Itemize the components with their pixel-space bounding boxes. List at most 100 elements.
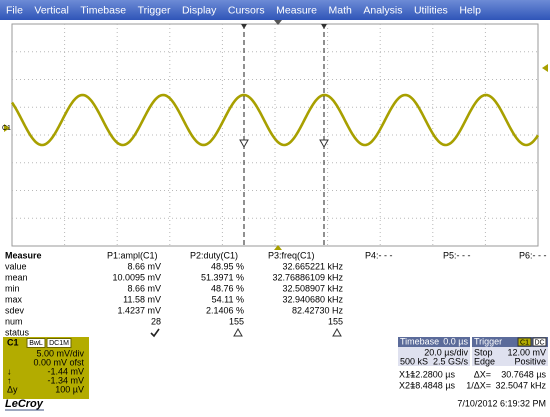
menu-item[interactable]: Utilities (414, 4, 448, 16)
cell: 32.508907 kHz (282, 283, 343, 293)
channel-box[interactable] (3, 337, 89, 399)
channel-tag: DC1M (49, 340, 69, 347)
trigger-label: Edge (474, 356, 495, 366)
cursor-delta-label: ΔX= (474, 369, 491, 379)
trigger-label: Stop (474, 347, 493, 357)
trigger-header (472, 337, 548, 347)
channel-line: 0.00 mV ofst (33, 357, 84, 367)
cell: 11.58 mV (123, 294, 161, 304)
menu-item[interactable]: Vertical (34, 4, 68, 16)
cell: 155 (229, 316, 244, 326)
trigger-value: 12.00 mV (507, 347, 546, 357)
measure-title: Measure (5, 250, 42, 260)
cell: 48.76 % (211, 283, 244, 293)
trigger-info: C1 DC Stop 12.00 mV Edge Positive (474, 337, 547, 366)
cell: 10.0095 mV (112, 272, 161, 282)
cursor-marker (239, 139, 249, 149)
trigger-tag: C1 (520, 339, 529, 346)
status-warn (332, 327, 342, 337)
menu-item[interactable]: Measure (276, 4, 317, 16)
waveform (10, 24, 540, 246)
timebase-samples: 500 kS (400, 356, 428, 366)
status-warn (233, 327, 243, 337)
channel-line-label: ↑ (7, 375, 12, 385)
cursor-label: X1= (399, 369, 415, 379)
column-header: P3:freq(C1) (268, 250, 315, 260)
column-header: P1:ampl(C1) (107, 250, 158, 260)
timebase-title: Timebase (400, 336, 439, 346)
menu-item[interactable]: Display (182, 4, 217, 16)
timebase-per-div: 20.0 µs/div (424, 347, 468, 357)
column-header: P5:- - - (443, 250, 471, 260)
row-label: value (5, 261, 27, 271)
cell: 2.1406 % (206, 305, 244, 315)
channel-line: -1.34 mV (47, 375, 84, 385)
cell: 1.4237 mV (117, 305, 161, 315)
cursor-delta-value: 30.7648 µs (501, 369, 546, 379)
cursor-value: 18.4848 µs (410, 380, 455, 390)
channel-tag-box (26, 338, 46, 348)
channel-line-label: ↓ (7, 366, 12, 376)
trigger-position-marker (274, 245, 282, 250)
cell: 28 (151, 316, 161, 326)
grid (12, 24, 538, 246)
timebase-delay: 0.0 µs (443, 336, 468, 346)
status-ok (150, 328, 160, 338)
trigger-level-marker (542, 64, 548, 72)
menu: File Vertical Timebase Trigger Display Cursor… (6, 4, 481, 16)
cell: 51.3971 % (201, 272, 244, 282)
trigger-value: Positive (514, 356, 546, 366)
menu-item[interactable]: Math (329, 4, 353, 16)
cursor-delta-value: 32.5047 kHz (495, 380, 546, 390)
brand: LeCroy (5, 398, 44, 410)
channel-marker (4, 124, 10, 132)
column-header: P6:- - - (519, 250, 547, 260)
menu-item[interactable]: Analysis (363, 4, 402, 16)
cursor-value: -12.2800 µs (407, 369, 455, 379)
row-label: sdev (5, 305, 25, 315)
timestamp: 7/10/2012 6:19:32 PM (457, 398, 546, 408)
timebase-rate: 2.5 GS/s (433, 356, 469, 366)
menu-item[interactable]: File (6, 4, 23, 16)
channel-line-label: Δy (7, 384, 18, 394)
channel-tag: BwL (29, 340, 43, 347)
menu-item[interactable]: Timebase (80, 4, 126, 16)
column-header: P2:duty(C1) (190, 250, 238, 260)
channel-line: 100 µV (55, 384, 84, 394)
menu-item[interactable]: Cursors (228, 4, 265, 16)
menu-item[interactable]: Help (459, 4, 481, 16)
cell: 82.42730 Hz (292, 305, 344, 315)
cursor-readout: X1=-12.2800 µs ΔX= 30.7648 µs X2=18.4848 µs… (399, 369, 547, 390)
channel-line: -1.44 mV (47, 366, 84, 376)
cell: 32.665221 kHz (282, 261, 343, 271)
trigger-delay-marker (274, 20, 282, 25)
cursor-delta-label: 1/ΔX= (466, 380, 491, 390)
channel-line: 5.00 mV/div (36, 348, 84, 358)
cell: 155 (328, 316, 343, 326)
trigger-tag-box (517, 337, 532, 347)
row-label: num (5, 316, 23, 326)
trigger-tag: DC (534, 339, 544, 346)
column-header: P4:- - - (365, 250, 393, 260)
channel-marker-label: C1 (2, 125, 11, 132)
row-label: mean (5, 272, 28, 282)
cursor-top-marker (321, 24, 327, 29)
channel-name: C1 (7, 337, 19, 347)
trigger-tag-box (532, 337, 547, 347)
trigger-title: Trigger (474, 336, 502, 346)
cell: 54.11 % (212, 294, 244, 304)
row-label: status (5, 327, 30, 337)
cell: 32.76886109 kHz (272, 272, 343, 282)
channel-tag-box (46, 338, 72, 348)
cell: 48.95 % (211, 261, 244, 271)
trace (10, 93, 540, 147)
cell: 8.66 mV (127, 261, 161, 271)
cursor-top-marker (241, 24, 247, 29)
timebase-header (398, 337, 470, 347)
cell: 8.66 mV (127, 283, 161, 293)
menu-bar (0, 0, 550, 20)
menu-item[interactable]: Trigger (138, 4, 171, 16)
